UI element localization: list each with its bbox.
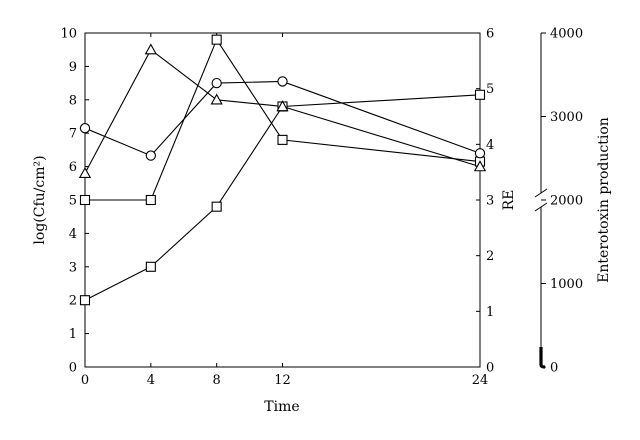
right-y-tick-label: 4 bbox=[486, 138, 494, 153]
axis-break-mark bbox=[534, 202, 548, 212]
far-right-y-tick-label: 3000 bbox=[550, 110, 583, 125]
right-y-tick-label: 5 bbox=[486, 82, 494, 97]
far-right-y-axis-title: Enterotoxin production bbox=[596, 117, 612, 283]
triangle-marker bbox=[210, 93, 223, 105]
triangle-marker bbox=[78, 166, 92, 178]
y-tick-label: 0 bbox=[69, 361, 77, 376]
series-line-triangle-segment bbox=[216, 99, 283, 108]
y-tick-label: 7 bbox=[69, 127, 77, 142]
y-tick-label: 2 bbox=[69, 294, 77, 309]
square-marker bbox=[79, 295, 91, 306]
series-group bbox=[78, 34, 487, 306]
y-tick-label: 1 bbox=[69, 327, 77, 342]
series-line-triangle-segment bbox=[282, 105, 481, 168]
y-tick-label: 9 bbox=[69, 60, 77, 75]
series-line-triangle-segment bbox=[150, 49, 218, 101]
far-right-axis-stub bbox=[539, 347, 546, 369]
square-marker bbox=[474, 89, 486, 100]
triangle-marker bbox=[144, 43, 157, 55]
right-y-tick-label: 2 bbox=[486, 249, 494, 264]
right-y-axis-title: RE bbox=[501, 190, 517, 211]
y-axis-title: log(Cfu/cm²) bbox=[32, 155, 48, 244]
series-line-square-0 bbox=[84, 94, 481, 301]
series-line-triangle-segment bbox=[84, 49, 152, 174]
x-tick-label: 4 bbox=[147, 373, 155, 388]
square-marker bbox=[211, 201, 222, 212]
x-tick-label: 8 bbox=[213, 373, 221, 388]
right-y-tick-label: 6 bbox=[486, 27, 494, 42]
series-line-square-1 bbox=[85, 38, 481, 201]
right-y-tick-label: 1 bbox=[486, 305, 494, 320]
circle-marker bbox=[79, 123, 91, 134]
circle-marker bbox=[211, 77, 222, 89]
right-y-tick-label: 0 bbox=[486, 361, 494, 376]
y-tick-label: 5 bbox=[69, 194, 77, 209]
x-axis-title: Time bbox=[264, 399, 299, 415]
y-tick-label: 10 bbox=[60, 27, 77, 42]
y-tick-label: 3 bbox=[69, 260, 77, 275]
far-right-y-tick-label: 1000 bbox=[550, 277, 583, 292]
far-right-y-tick-label: 2000 bbox=[550, 194, 583, 209]
circle-marker bbox=[145, 150, 156, 161]
far-right-y-tick-label: 4000 bbox=[550, 27, 583, 42]
y-tick-label: 8 bbox=[69, 93, 77, 108]
y-tick-label: 4 bbox=[69, 227, 77, 242]
square-marker bbox=[79, 194, 91, 206]
right-y-tick-label: 3 bbox=[486, 194, 494, 209]
circle-marker bbox=[277, 76, 288, 87]
far-right-y-tick-label: 0 bbox=[550, 361, 558, 376]
circle-marker bbox=[474, 148, 486, 159]
y-tick-label: 6 bbox=[69, 160, 77, 175]
triangle-marker bbox=[276, 100, 289, 112]
square-marker bbox=[145, 261, 156, 272]
square-marker bbox=[277, 134, 288, 145]
x-tick-label: 24 bbox=[472, 373, 489, 388]
x-tick-label: 0 bbox=[81, 373, 89, 388]
axis-break-mark bbox=[534, 188, 548, 198]
triangle-marker bbox=[473, 160, 487, 172]
x-tick-label: 12 bbox=[274, 373, 291, 388]
square-marker bbox=[211, 34, 222, 45]
square-marker bbox=[145, 194, 156, 206]
